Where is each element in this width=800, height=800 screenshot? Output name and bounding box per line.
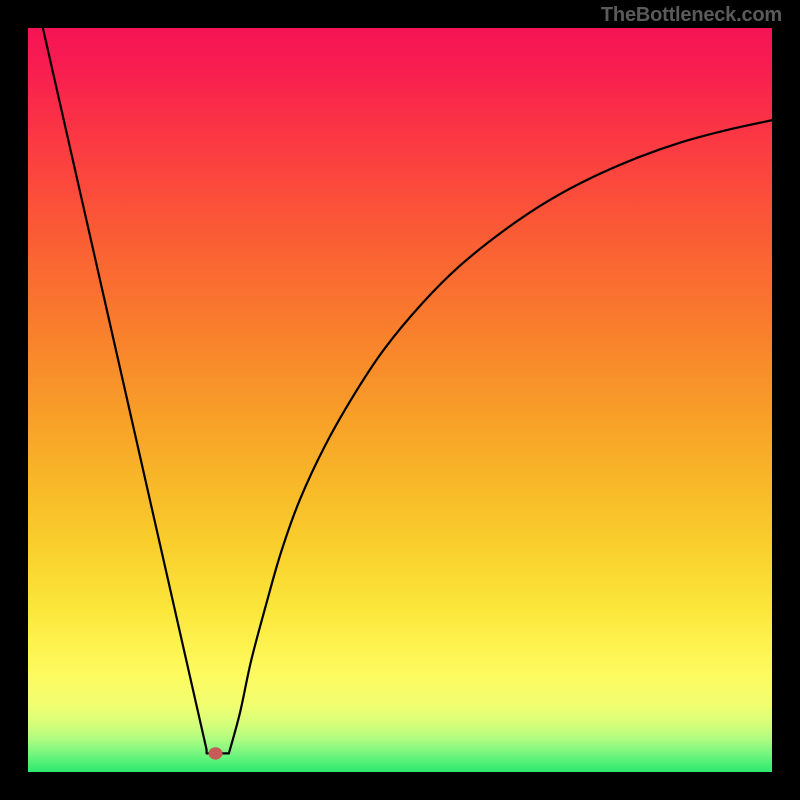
plot-area: [28, 28, 772, 772]
chart-frame: [0, 0, 800, 800]
watermark-label: TheBottleneck.com: [601, 4, 782, 27]
gradient-bg: [28, 28, 772, 772]
chart-root: TheBottleneck.com: [0, 0, 800, 800]
vertex-marker: [208, 747, 222, 759]
chart-svg: [28, 28, 772, 772]
